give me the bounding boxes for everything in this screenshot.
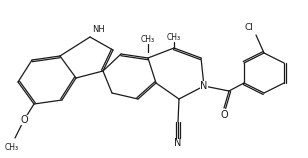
Text: CH₃: CH₃ (5, 143, 19, 152)
Text: O: O (20, 115, 28, 125)
Text: CH₃: CH₃ (141, 36, 155, 45)
Text: Cl: Cl (245, 22, 253, 31)
Text: O: O (220, 110, 228, 120)
Text: NH: NH (92, 25, 105, 34)
Text: CH₃: CH₃ (167, 33, 181, 43)
Text: N: N (174, 138, 182, 148)
Text: N: N (200, 81, 208, 91)
